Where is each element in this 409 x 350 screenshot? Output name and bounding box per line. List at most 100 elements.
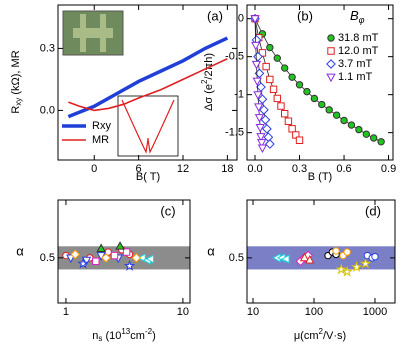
legend-label: 1.1 mT (338, 71, 373, 83)
marker (269, 85, 278, 94)
marker (335, 263, 348, 275)
marker (253, 91, 263, 100)
label-sub: xy (14, 98, 23, 106)
label-part: n (92, 330, 98, 342)
y-axis-label: Rxy (kΩ), MR (10, 50, 23, 113)
y-tick-label: 0.0 (40, 104, 55, 116)
marker (262, 62, 270, 71)
plot-frame (246, 4, 394, 161)
marker (145, 254, 155, 264)
marker (262, 123, 272, 134)
marker (254, 114, 265, 123)
panel-label: (c) (160, 203, 175, 218)
x-tick-label: 0 (91, 163, 97, 175)
marker (327, 47, 335, 55)
marker (327, 34, 335, 42)
marker (256, 82, 266, 92)
marker (101, 253, 111, 263)
marker (257, 94, 268, 105)
marker (295, 136, 304, 144)
marker (362, 130, 370, 138)
marker (371, 253, 379, 261)
legend-label: 3.7 mT (338, 58, 373, 70)
marker (318, 100, 326, 109)
marker (370, 134, 378, 142)
marker (332, 111, 341, 119)
panel: 0 6 12 18 0.0 0.3 (a) Rxy MR (40, 4, 238, 175)
panel-label: (a) (207, 8, 223, 23)
label-sup: -2 (145, 327, 153, 336)
marker (295, 81, 304, 89)
marker (251, 41, 261, 51)
marker (326, 59, 336, 69)
marker (377, 138, 385, 146)
x-tick-label: 18 (221, 163, 233, 175)
plot-frame (57, 4, 238, 161)
panel: 1 10 0.5 (c) (40, 199, 191, 318)
alpha-band (247, 246, 395, 270)
label-part: (kΩ), MR (10, 50, 22, 97)
marker (325, 106, 333, 114)
marker (110, 251, 119, 260)
legend-label: 12.0 mT (338, 45, 379, 57)
marker (303, 87, 311, 96)
marker (288, 125, 296, 133)
legend-label: MR (92, 134, 109, 146)
y-tick-label: 0 (238, 13, 244, 25)
x-tick-label: 1 (63, 306, 69, 318)
label-sup: 13 (121, 327, 130, 336)
marker (70, 249, 81, 260)
marker (305, 254, 315, 264)
marker (280, 109, 289, 118)
marker (254, 103, 264, 113)
label-sub: s (98, 334, 102, 343)
y-tick-label: -1.5 (225, 127, 244, 139)
marker (77, 257, 89, 269)
plot-frame (57, 199, 191, 304)
marker (96, 243, 106, 252)
legend-title: Bφ (350, 8, 365, 25)
label-part: /V·s) (323, 330, 346, 342)
x-tick-label: 0.9 (381, 163, 396, 175)
marker (252, 77, 262, 87)
x-tick-label: 6 (136, 163, 142, 175)
marker (273, 94, 281, 103)
marker (310, 94, 319, 103)
plot-frame (246, 199, 396, 304)
marker (359, 257, 372, 269)
x-axis-label: μ(cm2/V·s) (294, 327, 346, 342)
x-tick-label: 0.3 (292, 163, 307, 175)
y-tick-label: 0.3 (40, 42, 55, 54)
y-tick-label: 0.5 (229, 252, 244, 264)
y-axis-label: α (207, 243, 215, 258)
label-part: B (350, 8, 359, 23)
marker (280, 254, 290, 264)
marker (92, 257, 100, 266)
marker (266, 43, 274, 52)
legend-label: Rxy (92, 120, 111, 132)
data-line (68, 58, 228, 112)
marker (332, 247, 340, 255)
marker (257, 139, 267, 148)
marker (299, 252, 310, 262)
marker (123, 259, 136, 271)
marker (341, 265, 353, 277)
label-part: ) (152, 330, 156, 342)
inset-photo (62, 10, 124, 56)
x-tick-label: 100 (305, 306, 323, 318)
marker (255, 123, 265, 133)
y-axis-label: α (16, 243, 24, 258)
y-tick-label: 0.5 (40, 252, 55, 264)
label-part: cm (130, 330, 145, 342)
x-axis-label: B (T) (308, 171, 332, 183)
marker (115, 241, 125, 250)
label-part: μ(cm (294, 330, 319, 342)
label-sup: 2 (200, 79, 209, 84)
marker (288, 73, 296, 81)
label-sub: φ (359, 15, 365, 25)
marker (122, 248, 131, 256)
marker (264, 139, 275, 149)
marker (250, 15, 260, 24)
